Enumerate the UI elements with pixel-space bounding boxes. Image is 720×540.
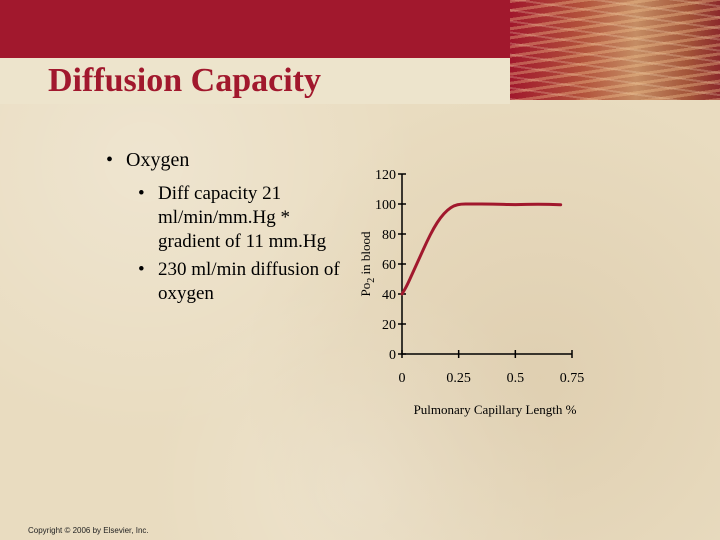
x-axis-ticks: 0 0.25 0.5 0.75 bbox=[399, 350, 585, 386]
y-tick-label: 120 bbox=[375, 168, 396, 183]
x-axis-label: Pulmonary Capillary Length % bbox=[414, 402, 577, 417]
y-tick-label: 100 bbox=[375, 198, 396, 213]
bullet-diff-capacity: Diff capacity 21 ml/min/mm.Hg * gradient… bbox=[134, 182, 342, 254]
po2-chart: 0 20 40 60 80 100 120 0 0.25 0.5 0.75 Po2 in bloo… bbox=[358, 168, 585, 417]
slide-title: Diffusion Capacity bbox=[48, 62, 321, 99]
x-tick-label: 0 bbox=[399, 371, 406, 386]
y-axis-label-subscript: 2 bbox=[366, 278, 377, 283]
copyright-notice: Copyright © 2006 by Elsevier, Inc. bbox=[28, 526, 149, 535]
y-axis-label-main: Po bbox=[358, 283, 373, 297]
po2-curve bbox=[400, 202, 563, 296]
x-tick-label: 0.25 bbox=[446, 371, 471, 386]
y-tick-label: 20 bbox=[382, 318, 396, 333]
y-axis-label: Po2 in blood bbox=[358, 231, 377, 296]
bullet-list: Oxygen Diff capacity 21 ml/min/mm.Hg * g… bbox=[102, 148, 342, 310]
title-band bbox=[0, 58, 510, 104]
y-tick-label: 0 bbox=[389, 348, 396, 363]
bullet-oxygen: Oxygen bbox=[102, 148, 342, 172]
y-axis-ticks: 0 20 40 60 80 100 120 bbox=[375, 168, 406, 363]
y-tick-label: 40 bbox=[382, 288, 396, 303]
y-tick-label: 80 bbox=[382, 228, 396, 243]
y-tick-label: 60 bbox=[382, 258, 396, 273]
bullet-diffusion-rate: 230 ml/min diffusion of oxygen bbox=[134, 258, 342, 306]
x-tick-label: 0.5 bbox=[507, 371, 525, 386]
y-axis-label-rest: in blood bbox=[358, 231, 373, 278]
header-artwork bbox=[510, 0, 720, 100]
x-tick-label: 0.75 bbox=[560, 371, 585, 386]
